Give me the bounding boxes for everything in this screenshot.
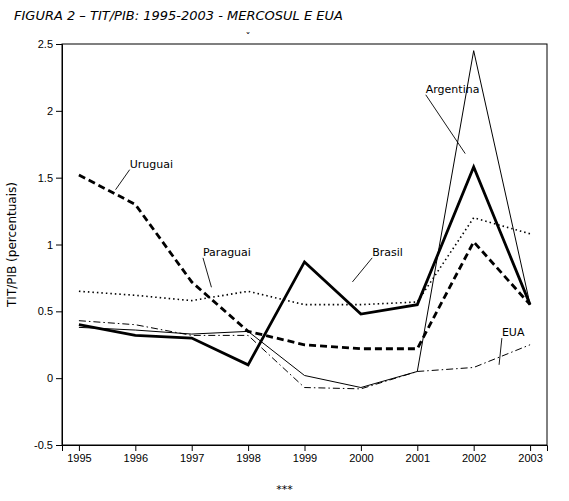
x-tick-label: 1998 [236, 452, 260, 464]
annotation-connector [203, 258, 211, 287]
x-tick: 1996 [124, 445, 148, 464]
x-tick-mark [530, 445, 531, 451]
y-tick-label: 2.5 [38, 38, 53, 50]
x-tick-label: 1999 [293, 452, 317, 464]
x-tick-mark [474, 445, 475, 451]
annotation: Uruguai [130, 158, 173, 171]
x-tick-label: 1996 [124, 452, 148, 464]
series-line [79, 175, 530, 349]
x-tick-mark [135, 445, 136, 451]
annotations: Argentina Brasil Uruguai Paraguai EUA ˇ [116, 32, 525, 365]
y-label: TIT/PIB (percentuais) [5, 182, 19, 308]
annotation-connector [499, 338, 502, 365]
x-tick: 1998 [236, 445, 260, 464]
x-tick-mark [305, 445, 306, 451]
series-line [79, 51, 530, 388]
y-tick-label: 0.5 [38, 305, 53, 317]
y-tick-mark [56, 378, 62, 379]
x-tick-mark [248, 445, 249, 451]
x-tick: 1997 [180, 445, 204, 464]
x-tick-label: 2001 [406, 452, 430, 464]
y-tick-mark [56, 311, 62, 312]
x-axis-line [63, 446, 548, 452]
x-tick: 2003 [518, 445, 542, 464]
y-tick: 1.5 [38, 172, 62, 184]
lines [79, 51, 530, 389]
annotation: EUA [502, 326, 525, 339]
annotation-connector [352, 258, 372, 282]
x-tick-label: 2003 [518, 452, 542, 464]
x-axis: 1995 1996 1997 1998 1999 2000 2001 2002 2003 [63, 445, 548, 464]
annotation: Paraguai [203, 246, 251, 259]
y-tick-mark [56, 178, 62, 179]
annotation: Argentina [426, 83, 480, 96]
annotation: ˇ [246, 32, 251, 43]
y-tick-label: 1 [47, 239, 53, 251]
x-tick-label: 2000 [349, 452, 373, 464]
footnote: *** [276, 483, 293, 496]
annotation: Brasil [372, 246, 403, 259]
x-tick: 2002 [462, 445, 486, 464]
x-tick: 2001 [406, 445, 430, 464]
y-tick: 2 [47, 105, 62, 117]
x-tick-label: 1995 [67, 452, 91, 464]
y-axis: -0.5 0 0.5 1 1.5 2 2.5 [34, 38, 62, 451]
y-tick: 0 [47, 372, 62, 384]
title: FIGURA 2 – TIT/PIB: 1995-2003 - MERCOSUL… [14, 8, 343, 23]
x-tick-mark [417, 445, 418, 451]
x-tick: 1995 [67, 445, 91, 464]
x-tick: 2000 [349, 445, 373, 464]
annotation-connector [116, 170, 130, 190]
x-tick-label: 1997 [180, 452, 204, 464]
y-tick-label: -0.5 [34, 439, 53, 451]
y-tick-label: 1.5 [38, 172, 53, 184]
y-tick: 0.5 [38, 305, 62, 317]
y-tick-label: 2 [47, 105, 53, 117]
series-line [79, 167, 530, 365]
annotation-connector [426, 95, 465, 154]
chart: FIGURA 2 – TIT/PIB: 1995-2003 - MERCOSUL… [0, 0, 569, 501]
plot: 1995 1996 1997 1998 1999 2000 2001 2002 2003 -0.5… [34, 32, 547, 464]
y-tick-mark [56, 245, 62, 246]
y-axis-line [56, 45, 63, 446]
x-tick-mark [79, 445, 80, 451]
y-tick: 2.5 [38, 38, 62, 50]
x-tick-mark [361, 445, 362, 451]
y-tick-mark [56, 111, 62, 112]
series-line [79, 321, 530, 389]
y-tick: -0.5 [34, 439, 62, 451]
y-tick-mark [56, 445, 62, 446]
y-tick-mark [56, 44, 62, 45]
y-tick: 1 [47, 239, 62, 251]
y-tick-label: 0 [47, 372, 53, 384]
series-line [79, 218, 530, 305]
plot-frame [62, 44, 547, 445]
x-tick: 1999 [293, 445, 317, 464]
x-tick-mark [192, 445, 193, 451]
x-tick-label: 2002 [462, 452, 486, 464]
